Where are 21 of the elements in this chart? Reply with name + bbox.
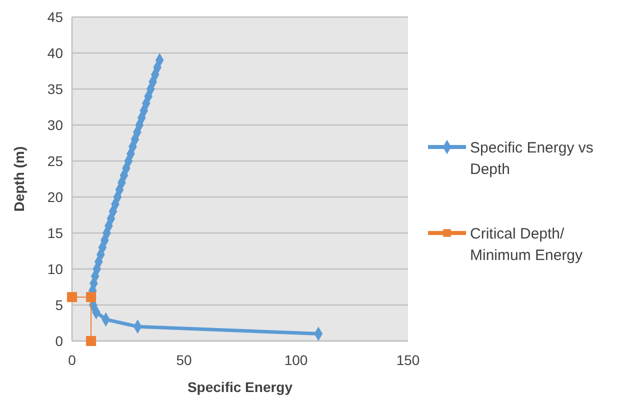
x-axis-title: Specific Energy xyxy=(187,379,293,395)
x-tick-label: 0 xyxy=(68,352,76,368)
y-tick-label: 5 xyxy=(55,296,64,313)
y-tick-label: 20 xyxy=(47,188,64,205)
point xyxy=(86,292,96,302)
y-tick-label: 30 xyxy=(47,116,64,133)
y-tick-label: 15 xyxy=(47,224,64,241)
y-tick-label: 40 xyxy=(47,44,64,61)
y-tick-label: 25 xyxy=(47,152,64,169)
y-tick-label: 35 xyxy=(47,80,64,97)
point xyxy=(67,292,77,302)
y-tick-label: 45 xyxy=(47,8,64,25)
y-axis-title: Depth (m) xyxy=(11,146,27,212)
legend-label: Critical Depth/ Minimum Energy xyxy=(470,225,584,264)
x-tick-label: 100 xyxy=(284,352,308,368)
x-tick-label: 150 xyxy=(396,352,420,368)
y-tick-label: 0 xyxy=(55,332,64,349)
point xyxy=(86,336,96,346)
legend-label: Specific Energy vs Depth xyxy=(470,139,594,178)
x-tick-label: 50 xyxy=(176,352,192,368)
y-tick-label: 10 xyxy=(47,260,64,277)
